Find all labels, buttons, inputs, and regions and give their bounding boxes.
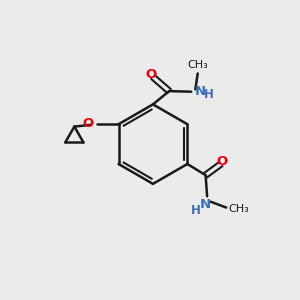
Text: O: O [82,117,94,130]
Text: CH₃: CH₃ [187,61,208,70]
Text: N: N [200,198,211,211]
Text: N: N [195,85,206,98]
Text: O: O [217,154,228,167]
Text: O: O [146,68,157,81]
Text: CH₃: CH₃ [229,204,249,214]
Text: H: H [204,88,214,100]
Text: H: H [191,204,201,217]
